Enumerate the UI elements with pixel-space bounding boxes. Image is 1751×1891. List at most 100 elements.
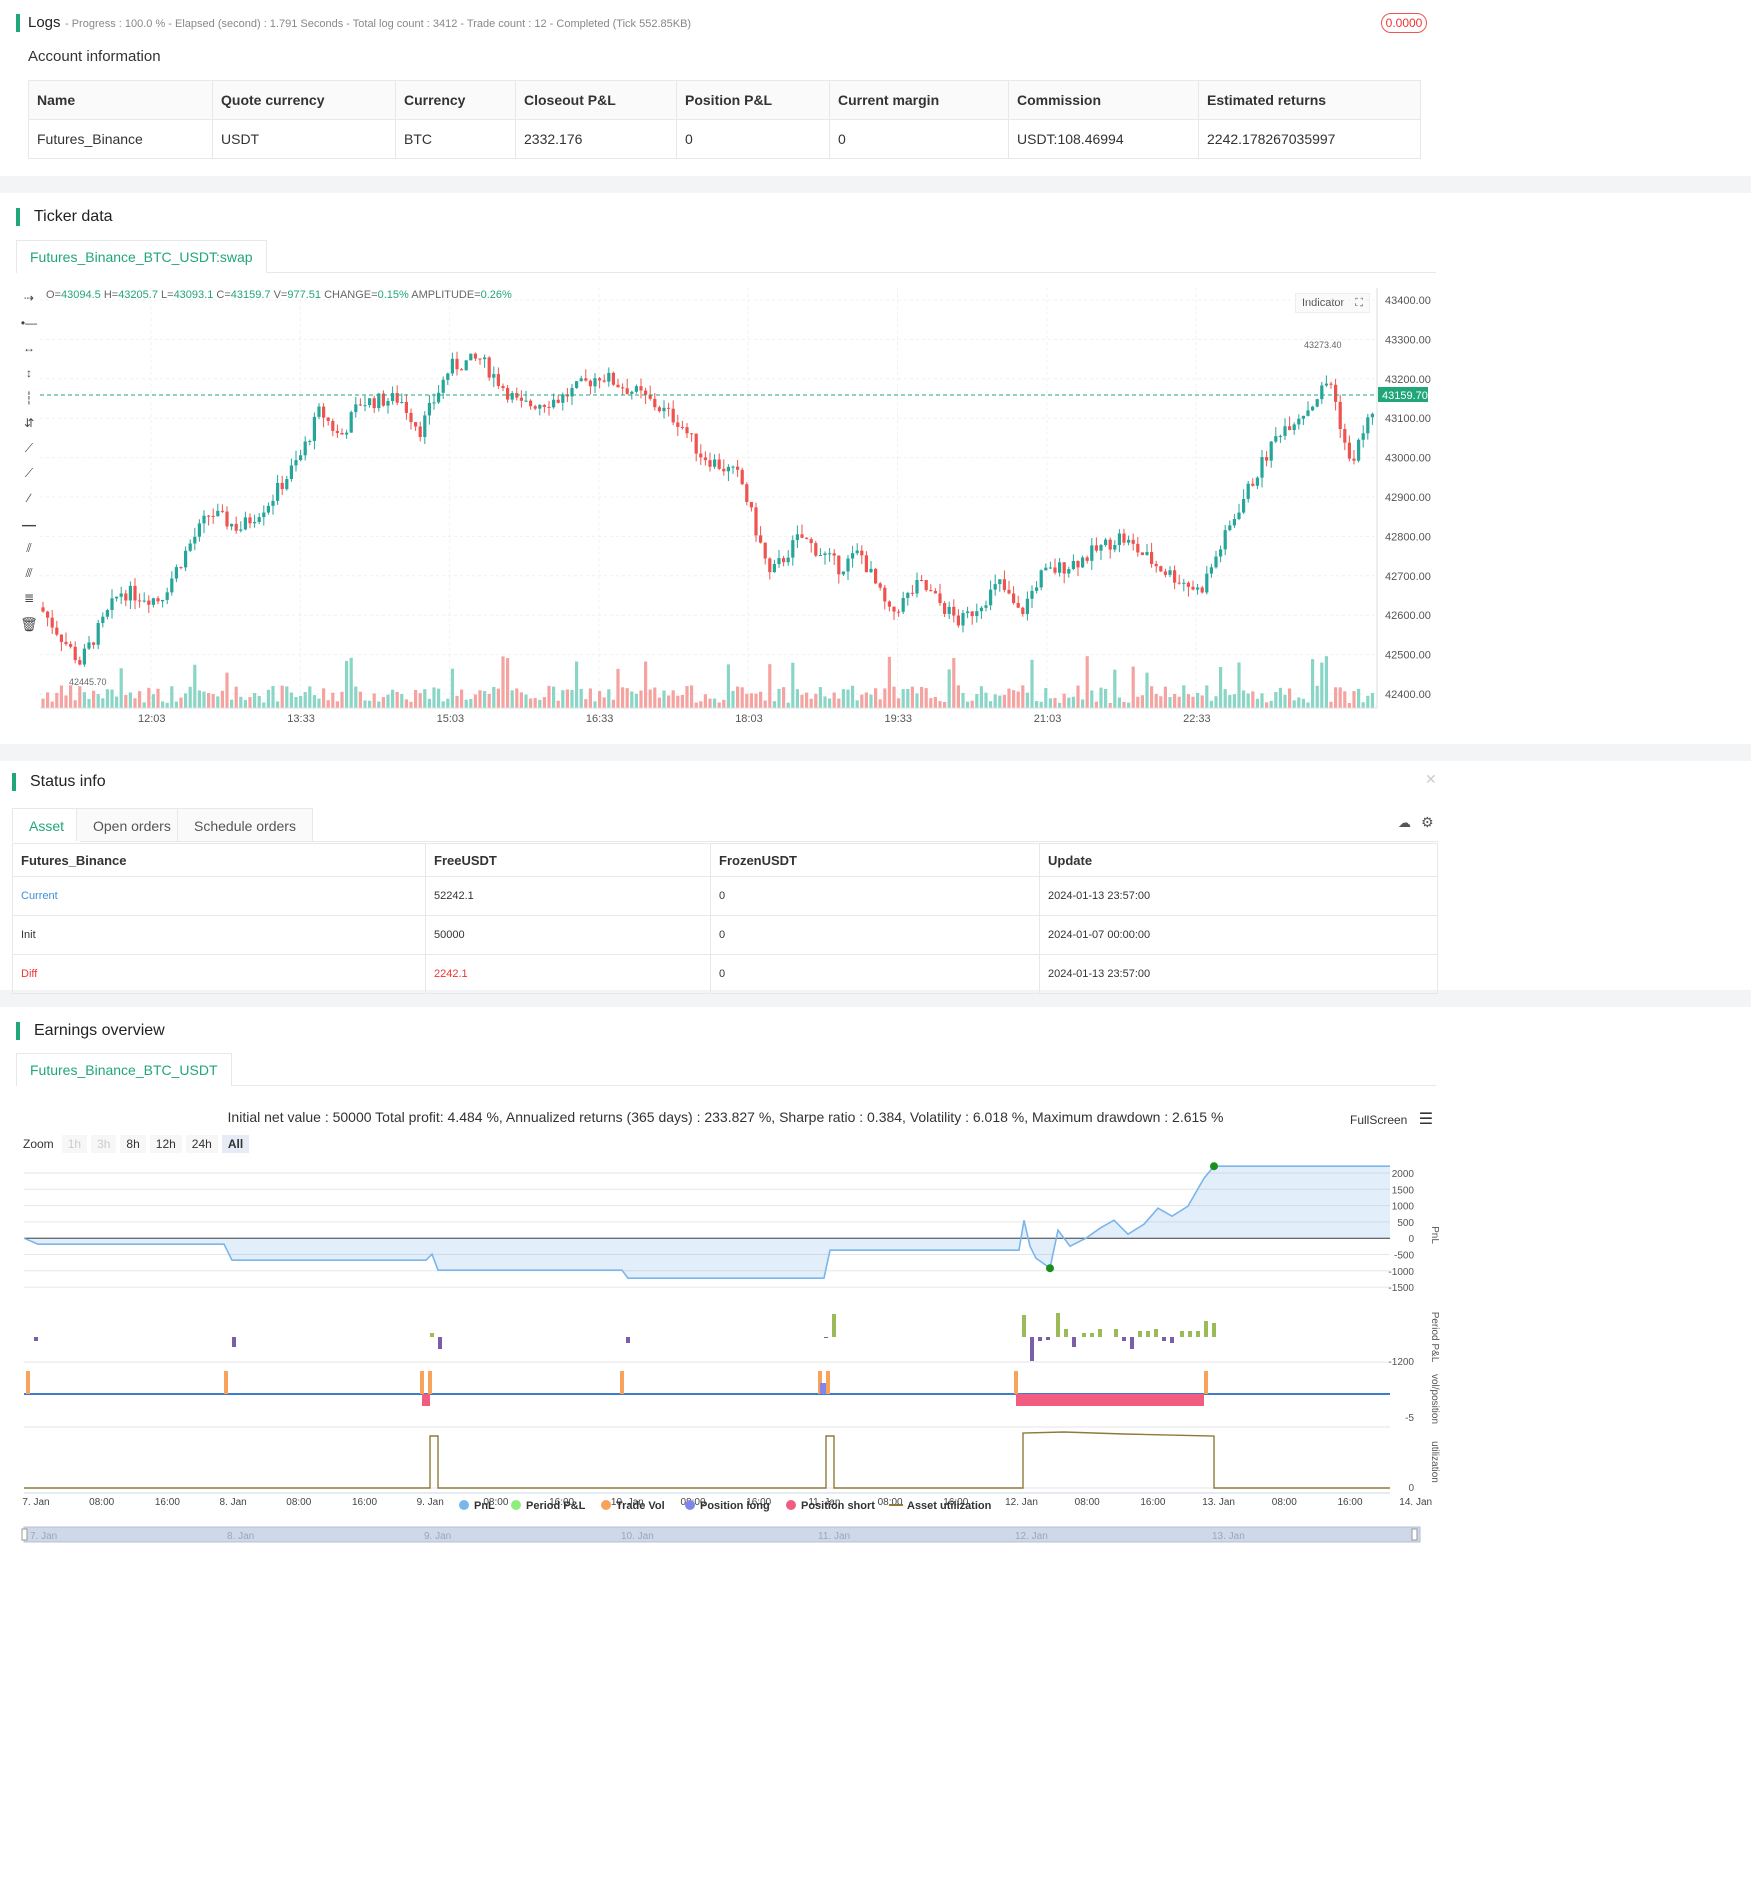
candle-body <box>1145 552 1149 555</box>
segment-line-icon[interactable]: ∕ <box>27 491 30 505</box>
price-label-icon[interactable]: ▁▁ <box>22 516 36 526</box>
fullscreen-button[interactable]: FullScreen ☰ <box>1350 1109 1433 1129</box>
menu-icon[interactable]: ☰ <box>1418 1111 1434 1128</box>
candle-body <box>492 374 496 378</box>
close-icon[interactable]: ✕ <box>1425 771 1437 787</box>
account-col-position: Position P&L <box>676 80 830 120</box>
navigator-tick-label: 10. Jan <box>621 1531 654 1542</box>
volume-bar <box>455 695 459 708</box>
navigator-handle-left <box>21 1528 28 1541</box>
fib-lines-icon[interactable]: ⫻ <box>25 566 33 580</box>
account-cell: USDT:108.46994 <box>1008 119 1199 159</box>
cloud-download-icon[interactable]: ☁ <box>1398 815 1411 830</box>
candle-body <box>607 372 611 382</box>
candle-body <box>943 603 947 614</box>
vertical-line-icon[interactable]: ↕ <box>26 366 32 380</box>
vertical-ray-icon[interactable]: ┆ <box>25 391 33 405</box>
candle-body <box>837 555 841 575</box>
candle-body <box>929 590 933 592</box>
volume-bar <box>377 701 381 708</box>
volume-bar <box>740 687 744 708</box>
tab-ticker-swap[interactable]: Futures_Binance_BTC_USDT:swap <box>16 240 267 273</box>
earnings-title: Earnings overview <box>16 1022 165 1040</box>
candle-body <box>487 357 491 378</box>
zoom-24h-button[interactable]: 24h <box>185 1135 218 1153</box>
candle-body <box>1108 539 1112 550</box>
asset-table: Futures_Binance FreeUSDT FrozenUSDT Upda… <box>12 843 1438 994</box>
trash-icon[interactable]: 🗑 <box>20 616 38 632</box>
volume-bar <box>1131 666 1135 708</box>
volume-bar <box>1016 691 1020 708</box>
period-pnl-bar <box>1204 1321 1208 1337</box>
volume-bar <box>676 695 680 708</box>
tab-earnings-pair[interactable]: Futures_Binance_BTC_USDT <box>16 1053 232 1086</box>
volume-bar <box>50 701 54 708</box>
ray-line-icon[interactable]: ⟋ <box>24 466 34 480</box>
price-tick-label: 42800.00 <box>1385 531 1431 543</box>
candle-body <box>469 353 473 361</box>
volume-bar <box>584 699 588 708</box>
zoom-all-button[interactable]: All <box>221 1135 250 1153</box>
candle-body <box>680 426 684 428</box>
price-tick-label: 43400.00 <box>1385 295 1431 307</box>
candle-body <box>1352 458 1356 461</box>
volume-bar <box>556 700 560 708</box>
volume-bar <box>671 690 675 708</box>
tab-schedule-orders[interactable]: Schedule orders <box>177 808 313 841</box>
volume-bar <box>1030 659 1034 708</box>
candle-body <box>653 398 657 408</box>
expand-icon[interactable]: ⛶ <box>1355 297 1363 309</box>
candle-body <box>552 399 556 408</box>
volume-bar <box>487 693 491 708</box>
period-pnl-bar <box>832 1314 836 1337</box>
parallel-lines-icon[interactable]: ⫽ <box>26 541 32 555</box>
candle-body <box>55 627 59 635</box>
horizontal-line-icon[interactable]: ⇢ <box>23 291 35 305</box>
trend-line-icon[interactable]: ⟋ <box>24 441 34 455</box>
period-pnl-bar <box>1098 1329 1102 1337</box>
candle-body <box>207 515 211 517</box>
account-col-returns: Estimated returns <box>1198 80 1421 120</box>
zoom-1h-button[interactable]: 1h <box>61 1135 88 1153</box>
vertical-segment-icon[interactable]: ⇵ <box>23 416 35 430</box>
volume-bar <box>970 700 974 708</box>
volume-bar <box>1021 685 1025 708</box>
tab-open-orders[interactable]: Open orders <box>76 808 188 841</box>
candle-body <box>1251 483 1255 486</box>
navigator-bar[interactable]: 7. Jan 8. Jan 9. Jan 10. Jan 11. Jan 12. Jan 1… <box>21 1526 1421 1543</box>
zoom-bar: Zoom 1h 3h 8h 12h 24h All <box>23 1135 250 1153</box>
volume-bar <box>726 664 730 708</box>
kline-candles <box>41 351 1374 667</box>
zoom-3h-button[interactable]: 3h <box>91 1135 117 1153</box>
tab-asset[interactable]: Asset <box>12 808 82 842</box>
asset-cell: 0 <box>710 915 1040 955</box>
time-tick-label: 18:03 <box>735 713 763 725</box>
volume-bar <box>349 657 353 708</box>
volume-bar <box>1329 701 1333 708</box>
gear-icon[interactable]: ⚙ <box>1421 814 1434 830</box>
zoom-label: Zoom <box>23 1137 54 1151</box>
volume-bar <box>828 698 832 708</box>
candle-body <box>124 593 128 601</box>
volume-bar <box>1306 702 1310 708</box>
extended-line-icon[interactable]: ↔ <box>23 341 35 355</box>
zoom-12h-button[interactable]: 12h <box>149 1135 182 1153</box>
volume-bar <box>386 694 390 708</box>
candle-body <box>243 517 247 530</box>
volume-bar <box>993 694 997 708</box>
horizontal-ray-icon[interactable]: •— <box>20 316 38 330</box>
candle-body <box>1150 552 1154 564</box>
volume-bar <box>1366 695 1370 708</box>
period-pnl-bar <box>1188 1331 1192 1337</box>
zoom-8h-button[interactable]: 8h <box>120 1135 146 1153</box>
candle-body <box>446 373 450 380</box>
price-channel-icon[interactable]: ≣ <box>23 591 35 605</box>
candle-body <box>496 374 500 386</box>
volume-bar <box>1117 697 1121 708</box>
volume-bar <box>1062 693 1066 708</box>
time-tick-label: 16:00 <box>352 1497 377 1508</box>
volume-bar <box>1297 697 1301 708</box>
volume-bar <box>372 693 376 708</box>
candle-body <box>73 646 77 661</box>
util-axis-title: utilization <box>1429 1441 1440 1483</box>
